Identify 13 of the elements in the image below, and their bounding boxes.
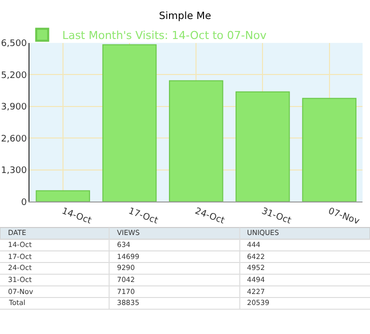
y-tick-label: 6,500 bbox=[1, 39, 28, 50]
bar bbox=[236, 91, 290, 202]
bar bbox=[168, 80, 224, 202]
legend-label: Last Month's Visits: 14-Oct to 07-Nov bbox=[62, 28, 267, 42]
y-tick-label: 1,300 bbox=[1, 166, 28, 176]
y-tick-label: 3,900 bbox=[1, 102, 28, 113]
chart-title: Simple Me bbox=[159, 11, 212, 22]
y-tick-label: 0 bbox=[21, 198, 28, 208]
bar bbox=[302, 98, 356, 202]
y-tick-label: 2,600 bbox=[1, 134, 28, 144]
bar bbox=[36, 190, 90, 202]
bar bbox=[102, 44, 157, 202]
y-tick-label: 5,200 bbox=[1, 70, 28, 81]
